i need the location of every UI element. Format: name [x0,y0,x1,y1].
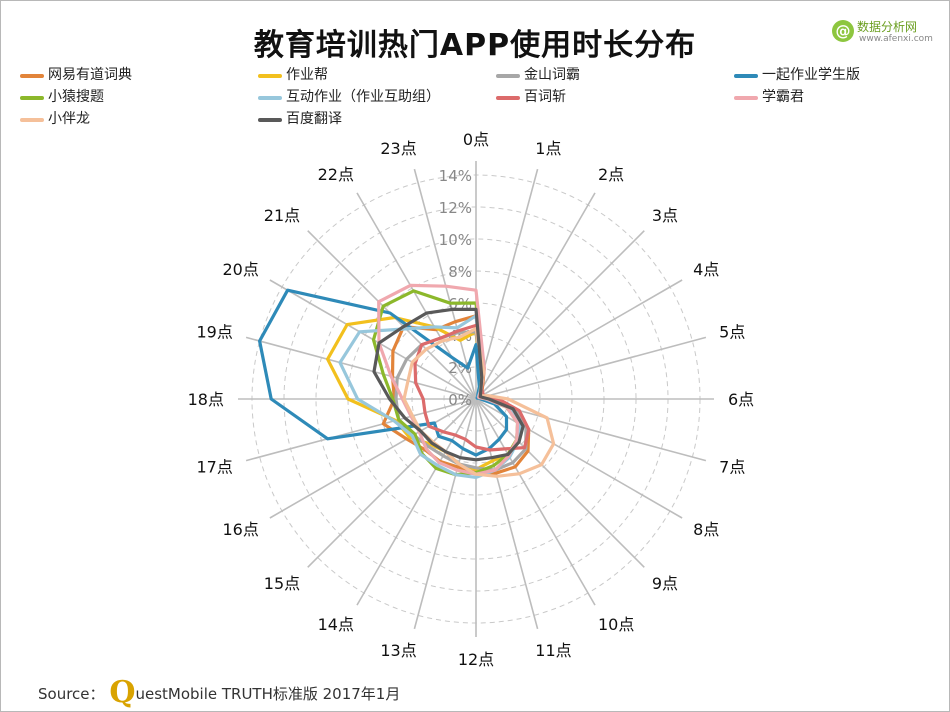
legend-label: 小猿搜题 [48,89,104,105]
brand-name: 数据分析网 [857,20,918,34]
axis-spoke [269,398,477,519]
axis-spoke [475,279,683,400]
legend-swatch [258,96,282,100]
category-label: 5点 [719,323,745,342]
brand-site: www.afenxi.com [859,34,933,44]
category-label: 0点 [463,130,489,149]
legend-swatch [734,96,758,100]
category-label: 15点 [264,574,300,593]
axis-spoke [245,398,477,462]
category-label: 12点 [458,650,494,669]
legend-label: 一起作业学生版 [762,67,860,83]
legend-label: 学霸君 [762,89,804,105]
source-text: uestMobile TRUTH标准版 2017年1月 [135,685,401,703]
chart-title: 教育培训热门APP使用时长分布 [253,28,697,63]
legend-label: 作业帮 [286,67,328,83]
category-label: 22点 [318,165,354,184]
category-label: 4点 [693,260,719,279]
radial-tick-label: 2% [448,359,472,377]
category-label: 11点 [535,641,571,660]
legend-label: 百词斩 [524,89,566,105]
category-label: 6点 [728,390,754,409]
category-label: 14点 [318,615,354,634]
series-line [372,307,525,462]
axis-spoke [475,398,683,519]
legend-label: 互动作业（作业互助组） [286,89,440,105]
category-label: 16点 [222,520,258,539]
brand-logo-icon: @ [832,20,854,42]
category-label: 20点 [222,260,258,279]
axis-spoke [413,168,477,400]
category-label: 19点 [196,323,232,342]
radial-tick-label: 14% [439,167,472,185]
category-label: 18点 [188,390,224,409]
legend-swatch [496,96,520,100]
radial-tick-label: 12% [439,199,472,217]
axis-spoke [475,230,645,400]
legend-swatch [258,74,282,78]
axis-spoke [475,398,539,630]
radial-tick-label: 8% [448,263,472,281]
axis-spoke [356,192,477,400]
legend-label: 金山词霸 [524,67,580,83]
legend-swatch [20,118,44,122]
category-label: 21点 [264,206,300,225]
questmobile-logo-q: Q [109,675,136,710]
axis-spoke [245,336,477,400]
radial-tick-label: 0% [448,391,472,409]
category-label: 9点 [652,574,678,593]
category-label: 2点 [598,165,624,184]
category-label: 10点 [598,615,634,634]
legend-label: 网易有道词典 [48,67,132,83]
legend-swatch [496,74,520,78]
category-label: 7点 [719,457,745,476]
category-label: 13点 [380,641,416,660]
axis-spoke [475,168,539,400]
radial-tick-label: 10% [439,231,472,249]
legend-swatch [20,74,44,78]
legend-swatch [258,118,282,122]
source-prefix: Source： [38,685,105,703]
brand-watermark: @ 数据分析网 www.afenxi.com [832,18,942,50]
axis-spoke [356,398,477,606]
category-label: 17点 [196,457,232,476]
source-note: Source： QuestMobile TRUTH标准版 2017年1月 [38,672,401,710]
axis-spoke [307,398,477,568]
legend-label: 百度翻译 [286,111,342,127]
axis-spoke [475,398,596,606]
axis-spoke [475,398,645,568]
category-label: 1点 [535,139,561,158]
legend-label: 小伴龙 [48,111,90,127]
category-label: 3点 [652,206,678,225]
legend-swatch [734,74,758,78]
axis-spoke [475,336,707,400]
category-label: 23点 [380,139,416,158]
axis-spoke [475,192,596,400]
category-label: 8点 [693,520,719,539]
axis-spoke [413,398,477,630]
series-line [258,288,509,457]
legend-swatch [20,96,44,100]
